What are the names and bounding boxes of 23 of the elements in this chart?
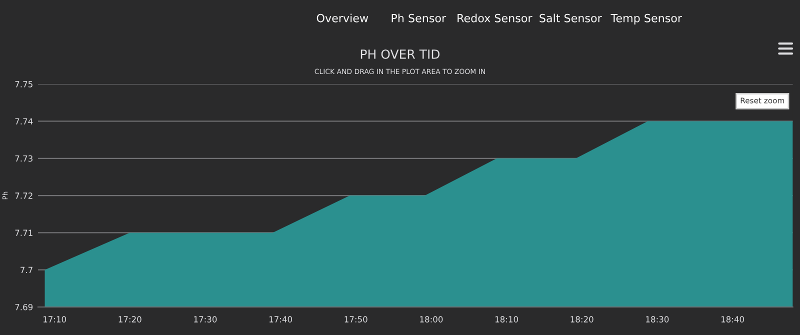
y-tick-label: 7.75 [15,81,32,88]
x-tick-label: 18:40 [721,316,744,322]
text: Salt Sensor [540,14,602,22]
text: Temp Sensor [610,14,682,24]
x-tick-label: 18:30 [646,316,669,322]
y-tick-label: 7.73 [15,155,32,162]
x-tick-label: 17:10 [43,316,66,322]
x-tick-label: 17:20 [118,316,142,322]
y-tick-label: 7.74 [15,118,33,124]
chart-title: PH OVER TID [360,49,440,59]
x-tick-label: 18:00 [420,316,443,322]
x-tick-label: 17:50 [344,316,368,322]
text: Redox Sensor [458,14,532,22]
x-tick-label: 17:30 [194,316,217,322]
text: Overview [316,14,368,22]
x-tick-label: 17:40 [269,316,292,322]
x-tick-label: 18:20 [570,316,594,322]
y-tick-label: 7.7 [20,266,32,274]
text: Ph Sensor [392,14,446,22]
y-tick-label: 7.72 [15,192,32,199]
y-tick-label: 7.69 [15,304,33,310]
y-tick-label: 7.71 [15,230,32,236]
x-tick-label: 18:10 [495,316,518,322]
